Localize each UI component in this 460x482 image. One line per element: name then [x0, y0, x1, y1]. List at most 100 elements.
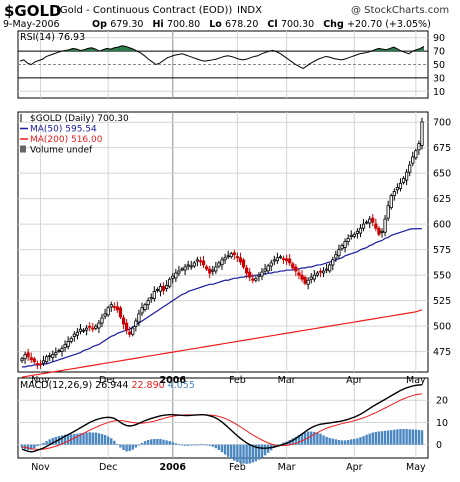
- macd-histogram-bar: [79, 433, 82, 445]
- candle-body: [331, 259, 335, 266]
- candle-body: [112, 306, 116, 308]
- candle-body: [365, 221, 369, 224]
- macd-histogram-bar: [20, 444, 24, 449]
- macd-histogram-bar: [131, 444, 134, 450]
- quote-value-chg: +20.70 (+3.05%): [347, 19, 431, 30]
- macd-histogram-bar: [300, 433, 304, 445]
- macd-histogram-bar: [33, 444, 36, 449]
- macd-histogram-bar: [137, 444, 141, 446]
- candle-body: [235, 256, 239, 259]
- candle-body: [211, 269, 215, 272]
- macd-histogram-bar: [399, 429, 402, 445]
- quote-value-hi: 700.80: [166, 19, 204, 30]
- candle-body: [38, 363, 43, 366]
- candle-body: [346, 238, 350, 242]
- macd-histogram-bar: [368, 433, 371, 445]
- macd-histogram-bar: [159, 438, 162, 445]
- candle-body: [272, 259, 276, 262]
- candle-body: [174, 272, 178, 279]
- candle-body: [29, 357, 33, 361]
- candle-body: [97, 322, 101, 329]
- candle-body: [134, 320, 138, 327]
- legend-volume-swatch: [20, 145, 26, 153]
- macd-histogram-bar: [122, 444, 125, 450]
- macd-frame: [17, 377, 429, 459]
- macd-histogram-bar: [51, 437, 54, 445]
- candle-body: [103, 313, 107, 317]
- price-x-tick: Dec: [99, 375, 117, 386]
- macd-histogram-bar: [371, 432, 374, 445]
- price-y-tick: 700: [433, 118, 451, 129]
- macd-histogram-bar: [119, 444, 122, 448]
- macd-histogram-bar: [340, 440, 344, 445]
- macd-histogram-bar: [153, 438, 156, 445]
- macd-histogram-bar: [177, 444, 181, 446]
- candle-body: [241, 259, 246, 268]
- candle-body: [383, 218, 387, 233]
- axis-labels: 700 675 650 625 600 575 550 525 500 475 90 70 50 30 10…: [31, 33, 451, 473]
- macd-histogram-bar: [420, 430, 424, 445]
- candle-body: [343, 241, 347, 248]
- macd-x-tick: Dec: [99, 462, 117, 473]
- macd-histogram-bar: [211, 444, 214, 447]
- candle-body: [297, 272, 301, 276]
- macd-histogram-bar: [73, 434, 76, 445]
- rsi-y-tick: 90: [433, 33, 445, 44]
- macd-histogram-bar: [390, 430, 393, 445]
- header-description: (Gold - Continuous Contract (EOD)): [56, 5, 233, 16]
- candle-body: [281, 258, 286, 261]
- macd-histogram-bar: [26, 444, 30, 450]
- macd-histogram-bar: [346, 440, 350, 445]
- macd-histogram-bar: [110, 438, 113, 445]
- macd-histogram-bar: [233, 444, 236, 461]
- candle-body: [121, 317, 126, 325]
- candle-body: [358, 227, 363, 234]
- candle-body: [337, 249, 341, 257]
- candle-body: [100, 317, 104, 324]
- macd-histogram-bar: [223, 444, 227, 455]
- macd-histogram-bar: [414, 429, 418, 445]
- candle-body: [192, 262, 196, 267]
- macd-histogram-bar: [214, 444, 218, 449]
- candle-body: [177, 270, 181, 274]
- quote-bar: Op 679.30 Hi 700.80 Lo 678.20 Cl 700.30 …: [92, 19, 437, 30]
- candle-body: [75, 331, 79, 336]
- price-y-tick: 525: [433, 296, 451, 307]
- macd-histogram-bar: [174, 443, 178, 445]
- macd-histogram-bar: [91, 432, 94, 445]
- macd-histogram-bar: [94, 432, 98, 445]
- candle-body: [201, 260, 206, 266]
- macd-histogram-bar: [297, 435, 301, 445]
- candle-body: [420, 121, 424, 146]
- candle-body: [189, 265, 193, 268]
- candle-body: [352, 233, 356, 237]
- macd-histogram-bar: [319, 433, 322, 445]
- macd-histogram-bar: [220, 444, 224, 453]
- quote-label-hi: Hi: [152, 19, 167, 30]
- macd-histogram-bar: [143, 441, 147, 445]
- macd-y-tick: 0: [436, 440, 442, 451]
- candle-body: [266, 265, 270, 272]
- header-exchange: INDX: [237, 5, 262, 16]
- macd-histogram-bar: [193, 444, 196, 446]
- candle-body: [23, 354, 27, 360]
- candle-body: [309, 276, 313, 280]
- candle-body: [340, 245, 344, 250]
- rsi-y-tick: 50: [433, 60, 445, 71]
- candle-body: [374, 223, 378, 229]
- candle-body: [195, 259, 199, 262]
- macd-histogram-bar: [97, 433, 101, 445]
- candle-body: [161, 285, 166, 291]
- candle-body: [303, 276, 307, 284]
- macd-histogram-bar: [39, 444, 42, 446]
- grid-lines: [18, 31, 428, 458]
- macd-histogram-bar: [106, 436, 110, 445]
- macd-histogram-bar: [386, 430, 390, 445]
- candle-body: [158, 285, 163, 292]
- candle-body: [349, 234, 353, 237]
- macd-histogram-bar: [248, 444, 251, 464]
- candle-body: [128, 331, 132, 335]
- candle-body: [106, 307, 110, 316]
- candle-body: [115, 306, 119, 311]
- macd-histogram-bar: [140, 442, 144, 445]
